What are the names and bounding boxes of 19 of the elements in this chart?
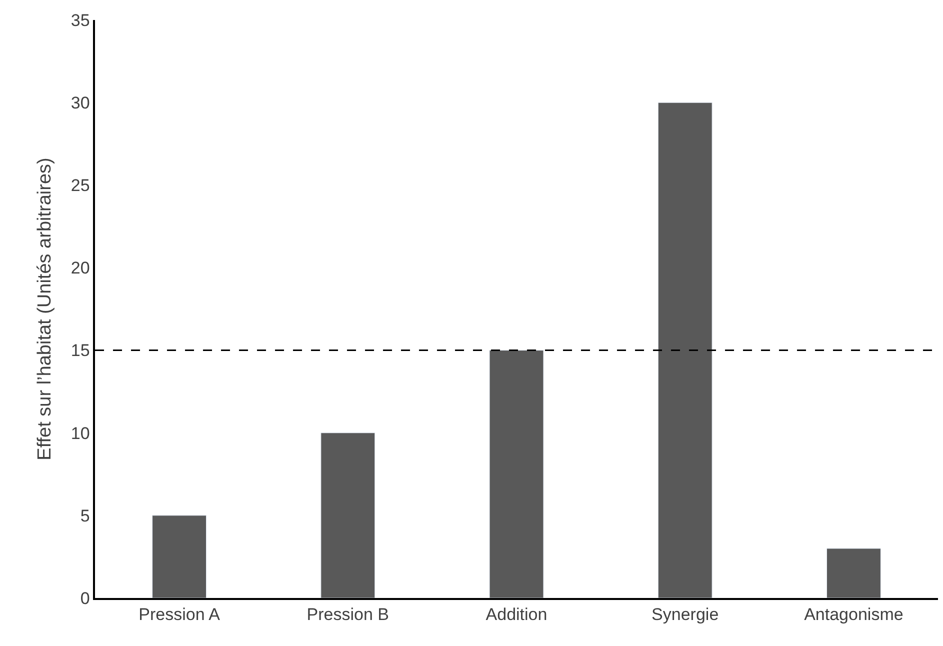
y-tick-label: 10: [70, 424, 90, 443]
y-tick-label: 20: [70, 258, 90, 278]
y-tick-label: 35: [70, 10, 90, 30]
x-tick-label: Antagonisme: [804, 605, 904, 624]
x-tick-label: Addition: [486, 605, 548, 624]
y-tick-label: 30: [70, 94, 90, 113]
y-tick-label: 25: [70, 176, 90, 196]
bar: [320, 432, 376, 598]
x-tick-label: Pression B: [306, 605, 389, 624]
y-axis-title: Effet sur l’habitat (Unités arbitraires): [34, 158, 56, 460]
y-tick-label: 0: [80, 588, 90, 608]
bar: [152, 515, 207, 598]
bar: [826, 548, 881, 598]
x-tick-label: Synergie: [652, 605, 719, 624]
bar: [489, 350, 544, 598]
y-tick-label: 5: [80, 506, 90, 526]
x-tick-label: Pression A: [138, 605, 221, 624]
y-tick-label: 15: [70, 341, 90, 360]
bar: [658, 102, 712, 598]
